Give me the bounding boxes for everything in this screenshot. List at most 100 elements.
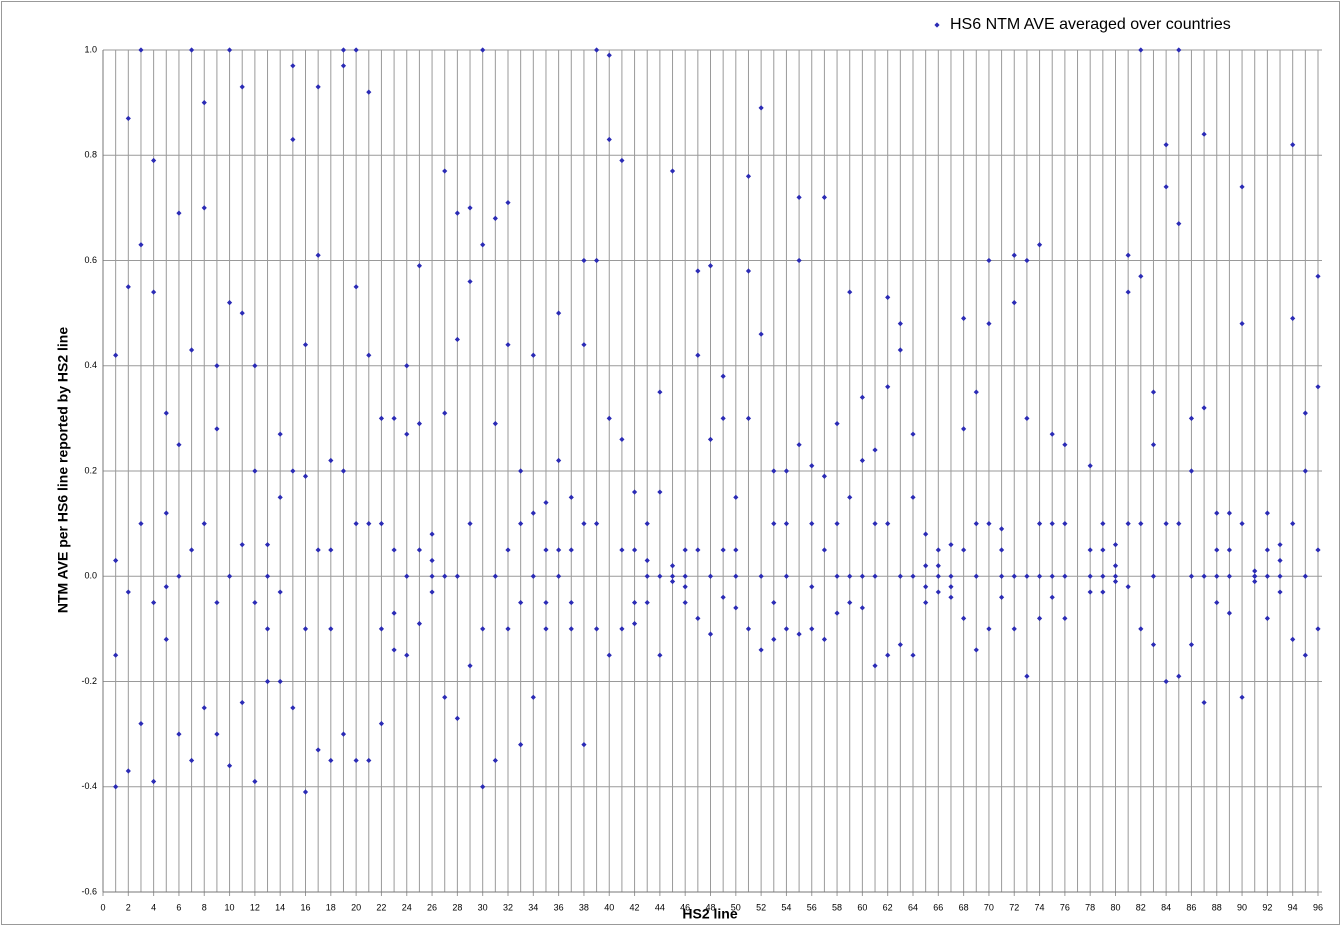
point bbox=[518, 742, 524, 748]
point bbox=[669, 168, 676, 174]
point bbox=[1214, 573, 1220, 579]
point bbox=[201, 205, 207, 211]
point bbox=[429, 557, 435, 564]
point bbox=[442, 694, 448, 700]
point bbox=[1302, 468, 1308, 474]
point bbox=[859, 605, 865, 611]
point bbox=[733, 605, 739, 611]
point bbox=[872, 663, 878, 669]
point bbox=[783, 573, 790, 579]
point bbox=[1188, 642, 1195, 648]
point bbox=[1264, 573, 1270, 579]
point bbox=[163, 636, 169, 642]
point bbox=[1163, 142, 1169, 148]
point bbox=[454, 336, 460, 343]
point bbox=[783, 468, 790, 474]
point bbox=[264, 542, 271, 548]
point bbox=[948, 584, 954, 590]
point bbox=[252, 778, 258, 785]
point bbox=[277, 431, 283, 437]
point bbox=[1252, 568, 1258, 574]
point bbox=[505, 200, 511, 206]
point bbox=[619, 547, 625, 553]
point bbox=[1062, 442, 1068, 448]
point bbox=[669, 573, 676, 579]
point bbox=[1036, 573, 1043, 579]
point bbox=[568, 547, 574, 553]
point bbox=[973, 389, 979, 395]
x-tick-label: 48 bbox=[705, 902, 715, 912]
point bbox=[1100, 521, 1106, 527]
point bbox=[720, 547, 726, 553]
point bbox=[429, 573, 435, 579]
point bbox=[771, 636, 777, 642]
point bbox=[1100, 573, 1106, 579]
point bbox=[1302, 652, 1308, 658]
point bbox=[530, 694, 536, 700]
point bbox=[201, 100, 207, 106]
point bbox=[518, 521, 524, 527]
point bbox=[606, 415, 612, 421]
point bbox=[176, 573, 182, 579]
point bbox=[442, 168, 448, 174]
point bbox=[366, 521, 372, 527]
legend-marker bbox=[934, 22, 940, 28]
point bbox=[416, 621, 423, 627]
point bbox=[758, 647, 764, 653]
point bbox=[733, 573, 739, 579]
point bbox=[1011, 252, 1017, 258]
point bbox=[986, 626, 992, 632]
point bbox=[113, 352, 119, 358]
point bbox=[1087, 589, 1093, 595]
point bbox=[328, 757, 334, 764]
point bbox=[923, 599, 929, 606]
point bbox=[935, 589, 941, 595]
point bbox=[239, 84, 245, 90]
point bbox=[657, 652, 663, 658]
point bbox=[416, 421, 423, 427]
point bbox=[707, 631, 714, 637]
point bbox=[125, 768, 131, 774]
point bbox=[201, 521, 207, 527]
point bbox=[391, 610, 397, 616]
x-tick-label: 88 bbox=[1212, 902, 1222, 912]
x-tick-label: 80 bbox=[1110, 902, 1120, 912]
point bbox=[1036, 242, 1043, 248]
point bbox=[885, 384, 891, 390]
x-tick-label: 96 bbox=[1313, 902, 1323, 912]
point bbox=[847, 573, 853, 579]
point bbox=[568, 599, 574, 606]
point bbox=[353, 757, 359, 764]
point bbox=[758, 573, 764, 579]
point bbox=[188, 547, 195, 553]
point bbox=[821, 636, 828, 642]
point bbox=[1264, 510, 1270, 516]
point bbox=[518, 599, 524, 606]
point bbox=[758, 331, 764, 337]
point bbox=[1201, 699, 1207, 706]
x-tick-label: 26 bbox=[427, 902, 437, 912]
point bbox=[923, 531, 929, 537]
point bbox=[745, 173, 752, 179]
point bbox=[1315, 273, 1321, 279]
point bbox=[125, 115, 131, 122]
point bbox=[138, 721, 144, 727]
point bbox=[1201, 131, 1207, 137]
point bbox=[1011, 300, 1017, 306]
point bbox=[315, 547, 321, 553]
point bbox=[492, 573, 498, 579]
point bbox=[252, 468, 258, 474]
point bbox=[1214, 547, 1220, 553]
point bbox=[809, 584, 815, 590]
point bbox=[239, 310, 245, 316]
point bbox=[467, 663, 473, 669]
point bbox=[505, 547, 511, 553]
y-tick-label: -0.6 bbox=[81, 886, 97, 896]
y-axis-title: NTM AVE per HS6 line reported by HS2 lin… bbox=[55, 327, 71, 613]
point bbox=[897, 642, 903, 648]
point bbox=[492, 757, 498, 764]
point bbox=[176, 210, 182, 216]
point bbox=[543, 599, 549, 606]
point bbox=[745, 415, 752, 421]
